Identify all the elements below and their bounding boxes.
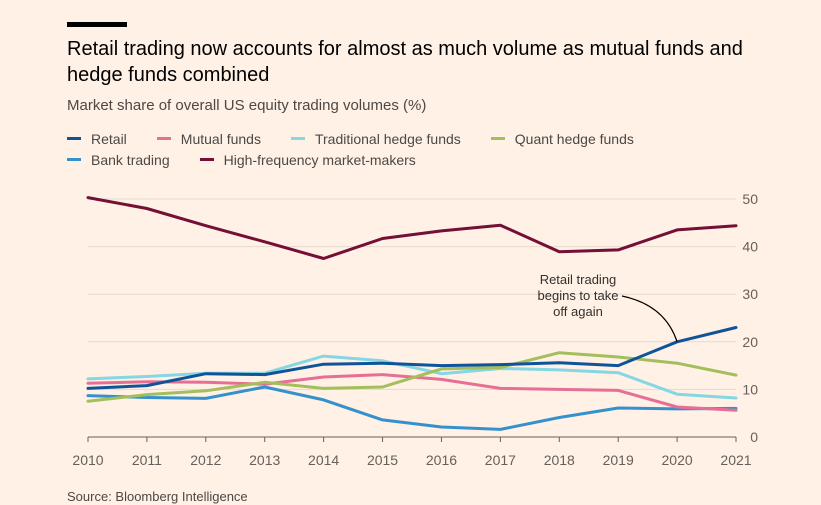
- x-tick-label-2021: 2021: [720, 452, 751, 468]
- legend-swatch-hft-market-makers: [199, 158, 214, 161]
- x-tick-label-2015: 2015: [367, 452, 398, 468]
- y-tick-label-0: 0: [750, 429, 758, 445]
- series-line-traditional-hedge-funds: [86, 354, 738, 400]
- x-tick-label-2014: 2014: [308, 452, 339, 468]
- x-tick-label-2011: 2011: [132, 452, 162, 468]
- legend-label-mutual-funds: Mutual funds: [180, 130, 261, 147]
- series-line-quant-hedge-funds: [86, 351, 738, 403]
- legend-item-hft-market-makers: High-frequency market-makers: [199, 151, 416, 168]
- legend-swatch-traditional-hedge-funds: [290, 137, 305, 140]
- series-line-bank-trading: [86, 385, 738, 431]
- legend-label-quant-hedge-funds: Quant hedge funds: [514, 130, 634, 147]
- legend-item-retail: Retail: [67, 131, 127, 147]
- annotation-connector: [621, 295, 678, 342]
- annotation-text-line-2: begins to take: [538, 288, 619, 303]
- legend-swatch-mutual-funds: [156, 137, 171, 140]
- legend-item-traditional-hedge-funds: Traditional hedge funds: [290, 130, 461, 147]
- series-line-high-frequency-market-makers: [86, 196, 738, 260]
- x-tick-label-2016: 2016: [426, 452, 457, 468]
- chart-title: Retail trading now accounts for almost a…: [67, 38, 743, 86]
- x-tick-label-2017: 2017: [485, 452, 516, 468]
- legend-item-mutual-funds: Mutual funds: [156, 130, 261, 147]
- y-tick-label-50: 50: [742, 191, 758, 207]
- legend-label-hft-market-makers: High-frequency market-makers: [223, 151, 416, 168]
- annotation-text-line-3: off again: [553, 304, 603, 319]
- legend-item-quant-hedge-funds: Quant hedge funds: [490, 130, 634, 147]
- legend-swatch-bank-trading: [67, 158, 81, 161]
- legend-row-2: Bank trading High-frequency market-maker…: [67, 149, 787, 170]
- legend-item-bank-trading: Bank trading: [67, 152, 170, 168]
- x-tick-label-2019: 2019: [603, 452, 634, 468]
- source-note: Source: Bloomberg Intelligence: [67, 489, 248, 504]
- series-line-retail: [86, 326, 738, 390]
- x-tick-label-2010: 2010: [72, 452, 103, 468]
- y-tick-label-30: 30: [742, 286, 758, 302]
- x-tick-label-2018: 2018: [544, 452, 575, 468]
- y-tick-label-40: 40: [742, 239, 758, 255]
- legend-label-retail: Retail: [91, 130, 127, 147]
- legend-swatch-retail: [67, 137, 81, 140]
- annotation-text-line-1: Retail trading: [540, 272, 617, 287]
- y-tick-label-10: 10: [742, 381, 758, 397]
- x-tick-label-2020: 2020: [662, 452, 693, 468]
- legend-label-bank-trading: Bank trading: [91, 151, 170, 168]
- brand-bar: [67, 22, 127, 27]
- legend: Retail Mutual funds Traditional hedge fu…: [67, 128, 787, 170]
- legend-swatch-quant-hedge-funds: [490, 137, 505, 140]
- legend-row-1: Retail Mutual funds Traditional hedge fu…: [67, 128, 787, 149]
- x-tick-label-2012: 2012: [190, 452, 221, 468]
- y-tick-label-20: 20: [742, 334, 758, 350]
- chart-subtitle: Market share of overall US equity tradin…: [67, 97, 427, 114]
- legend-label-traditional-hedge-funds: Traditional hedge funds: [314, 130, 461, 147]
- x-tick-label-2013: 2013: [249, 452, 280, 468]
